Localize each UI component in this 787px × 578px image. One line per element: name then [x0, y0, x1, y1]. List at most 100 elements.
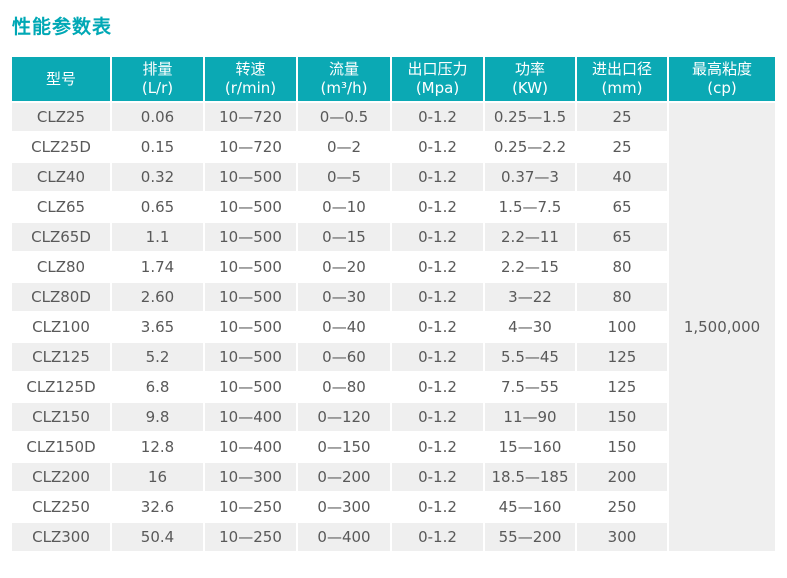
- column-header-1: 排量 (L/r): [112, 57, 203, 101]
- column-header-4: 出口压力 (Mpa): [392, 57, 483, 101]
- column-header-unit: (cp): [707, 79, 737, 97]
- table-cell: 10—500: [205, 283, 296, 311]
- column-header-unit: (mm): [601, 79, 643, 97]
- table-cell: 10—500: [205, 373, 296, 401]
- table-cell: 65: [577, 193, 667, 221]
- table-cell: 0.06: [112, 103, 203, 131]
- column-header-unit: (Mpa): [415, 79, 460, 97]
- table-cell: 0—0.5: [298, 103, 390, 131]
- table-cell: 250: [577, 493, 667, 521]
- table-cell: 0.65: [112, 193, 203, 221]
- table-row: CLZ100 3.65 10—500 0—40 0-1.2 4—30 100: [12, 313, 775, 341]
- table-cell: 0-1.2: [392, 373, 483, 401]
- table-row: CLZ25 0.06 10—720 0—0.5 0-1.2 0.25—1.5 25 1,500…: [12, 103, 775, 551]
- table-cell: 0—40: [298, 313, 390, 341]
- table-cell: 6.8: [112, 373, 203, 401]
- column-header-name: 型号: [45, 69, 76, 88]
- table-cell: CLZ80: [12, 253, 110, 281]
- table-cell: 11—90: [485, 403, 575, 431]
- table-cell: 5.2: [112, 343, 203, 371]
- header-row: 型号 排量 (L/r) 转速 (r/min) 流量 (m³/h) 出口压力 (Mpa) 功率 (KW…: [12, 57, 775, 101]
- table-cell: 80: [577, 283, 667, 311]
- table-cell: 0—300: [298, 493, 390, 521]
- performance-spec-table: 型号 排量 (L/r) 转速 (r/min) 流量 (m³/h) 出口压力 (Mpa) 功率 (KW…: [10, 55, 777, 553]
- table-cell: CLZ300: [12, 523, 110, 551]
- table-row: CLZ150 9.8 10—400 0—120 0-1.2 11—90 150: [12, 403, 775, 431]
- table-cell: 16: [112, 463, 203, 491]
- table-cell: CLZ25D: [12, 133, 110, 161]
- table-cell: 7.5—55: [485, 373, 575, 401]
- table-cell: 10—250: [205, 523, 296, 551]
- table-cell: 150: [577, 433, 667, 461]
- table-cell: 0.37—3: [485, 163, 575, 191]
- table-cell: 25: [577, 103, 667, 131]
- table-cell: 10—500: [205, 253, 296, 281]
- table-cell: 80: [577, 253, 667, 281]
- table-cell: 10—300: [205, 463, 296, 491]
- column-header-6: 进出口径 (mm): [577, 57, 667, 101]
- table-cell: 125: [577, 343, 667, 371]
- table-cell: 0—200: [298, 463, 390, 491]
- column-header-7: 最高粘度 (cp): [669, 57, 775, 101]
- table-cell: 15—160: [485, 433, 575, 461]
- table-row: CLZ25D 0.15 10—720 0—2 0-1.2 0.25—2.2 25: [12, 133, 775, 161]
- table-cell: 200: [577, 463, 667, 491]
- table-cell: 0—80: [298, 373, 390, 401]
- column-header-name: 出口压力: [407, 60, 468, 78]
- table-cell: 40: [577, 163, 667, 191]
- table-cell: CLZ250: [12, 493, 110, 521]
- table-cell: 0—150: [298, 433, 390, 461]
- page: 性能参数表 型号 排量 (L/r) 转速 (r/min) 流量 (m³/h) 出口压力 (Mpa…: [10, 16, 777, 553]
- table-cell: 0-1.2: [392, 403, 483, 431]
- column-header-2: 转速 (r/min): [205, 57, 296, 101]
- table-cell: 10—720: [205, 133, 296, 161]
- max-viscosity-cell: 1,500,000: [669, 103, 775, 551]
- column-header-3: 流量 (m³/h): [298, 57, 390, 101]
- table-cell: 125: [577, 373, 667, 401]
- table-cell: 0-1.2: [392, 283, 483, 311]
- table-cell: 18.5—185: [485, 463, 575, 491]
- table-row: CLZ250 32.6 10—250 0—300 0-1.2 45—160 250: [12, 493, 775, 521]
- column-header-unit: (r/min): [224, 79, 277, 97]
- column-header-unit: (L/r): [141, 79, 174, 97]
- table-cell: 45—160: [485, 493, 575, 521]
- table-cell: 0-1.2: [392, 523, 483, 551]
- column-header-5: 功率 (KW): [485, 57, 575, 101]
- table-cell: CLZ100: [12, 313, 110, 341]
- table-cell: 0-1.2: [392, 163, 483, 191]
- table-cell: 0—15: [298, 223, 390, 251]
- table-cell: CLZ200: [12, 463, 110, 491]
- table-cell: CLZ25: [12, 103, 110, 131]
- page-title: 性能参数表: [12, 16, 113, 38]
- table-cell: CLZ125D: [12, 373, 110, 401]
- table-cell: 50.4: [112, 523, 203, 551]
- table-row: CLZ300 50.4 10—250 0—400 0-1.2 55—200 300: [12, 523, 775, 551]
- table-cell: 0-1.2: [392, 463, 483, 491]
- table-cell: 0-1.2: [392, 343, 483, 371]
- table-cell: CLZ125: [12, 343, 110, 371]
- table-cell: 10—400: [205, 403, 296, 431]
- table-cell: 10—720: [205, 103, 296, 131]
- table-row: CLZ150D 12.8 10—400 0—150 0-1.2 15—160 150: [12, 433, 775, 461]
- table-cell: 300: [577, 523, 667, 551]
- table-cell: 2.2—15: [485, 253, 575, 281]
- column-header-unit: (KW): [512, 79, 548, 97]
- table-cell: 0—20: [298, 253, 390, 281]
- table-cell: 0—10: [298, 193, 390, 221]
- column-header-name: 转速: [235, 60, 266, 78]
- column-header-name: 最高粘度: [691, 60, 752, 78]
- table-cell: 0-1.2: [392, 313, 483, 341]
- table-row: CLZ80 1.74 10—500 0—20 0-1.2 2.2—15 80: [12, 253, 775, 281]
- table-cell: 10—400: [205, 433, 296, 461]
- table-body: CLZ25 0.06 10—720 0—0.5 0-1.2 0.25—1.5 25 1,500…: [12, 103, 775, 551]
- table-cell: 5.5—45: [485, 343, 575, 371]
- table-row: CLZ80D 2.60 10—500 0—30 0-1.2 3—22 80: [12, 283, 775, 311]
- table-cell: CLZ80D: [12, 283, 110, 311]
- table-cell: 10—500: [205, 223, 296, 251]
- table-cell: 0—30: [298, 283, 390, 311]
- table-cell: 10—250: [205, 493, 296, 521]
- table-cell: 0-1.2: [392, 493, 483, 521]
- table-row: CLZ65D 1.1 10—500 0—15 0-1.2 2.2—11 65: [12, 223, 775, 251]
- table-cell: 0.25—2.2: [485, 133, 575, 161]
- column-header-name: 进出口径: [591, 60, 652, 78]
